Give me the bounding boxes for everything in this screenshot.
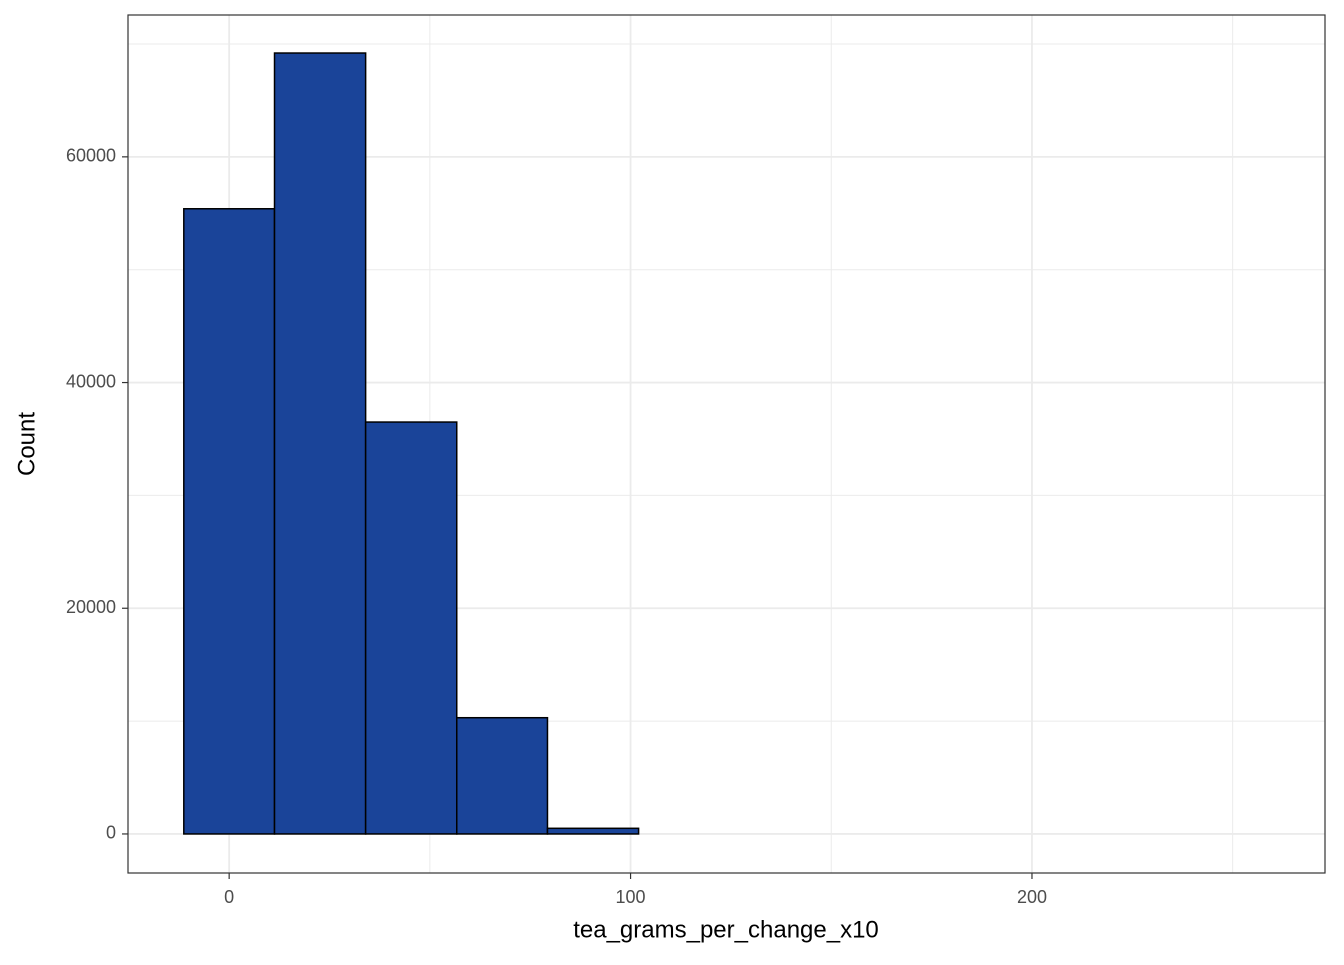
panel-border <box>127 14 1326 874</box>
bar <box>273 52 367 835</box>
y-tick-label: 0 <box>106 823 116 843</box>
x-tick-label: 100 <box>616 887 646 907</box>
x-axis-title: tea_grams_per_change_x10 <box>573 916 879 943</box>
bar <box>456 716 549 835</box>
y-axis-title: Count <box>13 412 40 476</box>
bar <box>546 827 640 835</box>
bars <box>183 52 640 835</box>
bar <box>183 208 276 835</box>
y-tick-label: 60000 <box>66 146 116 166</box>
x-tick-label: 200 <box>1017 887 1047 907</box>
y-tick-label: 20000 <box>66 597 116 617</box>
x-tick-label: 0 <box>224 887 234 907</box>
bar <box>364 421 458 835</box>
ticks: 0 100 200 0 20000 40000 60000 <box>66 146 1047 907</box>
y-tick-label: 40000 <box>66 371 116 391</box>
